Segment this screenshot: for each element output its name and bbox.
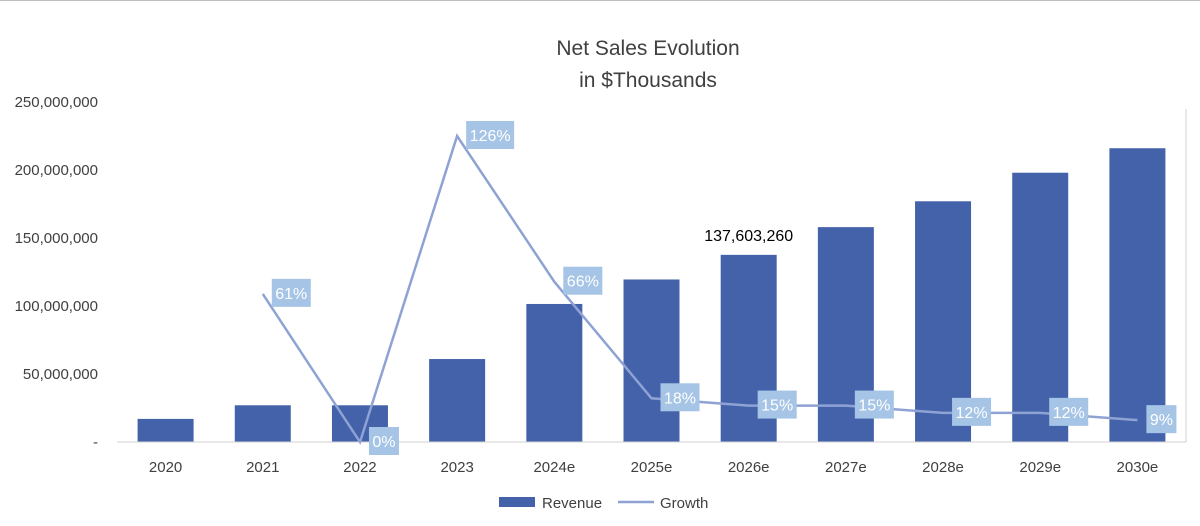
x-tick-label: 2023 <box>440 459 473 476</box>
growth-label-text: 12% <box>1053 405 1085 422</box>
growth-label-bg <box>952 397 992 426</box>
growth-label-bg <box>466 121 515 149</box>
growth-label-text: 12% <box>956 405 988 422</box>
growth-label-box: 12% <box>1049 397 1089 426</box>
y-tick-label: 50,000,000 <box>23 366 98 383</box>
revenue-bars <box>137 148 1166 443</box>
legend-revenue-label: Revenue <box>542 495 602 512</box>
y-tick-label: - <box>93 434 98 451</box>
revenue-bar <box>623 279 680 442</box>
revenue-bar <box>1012 172 1069 442</box>
growth-label-text: 66% <box>567 274 599 291</box>
revenue-bar <box>137 418 194 442</box>
growth-label-text: 61% <box>275 286 307 303</box>
chart-subtitle: in $Thousands <box>579 69 717 92</box>
bar-value-label: 137,603,260 <box>704 228 793 245</box>
growth-line <box>261 133 1138 445</box>
growth-label-box: 61% <box>271 278 311 307</box>
growth-label-box: 66% <box>563 266 603 295</box>
x-tick-label: 2030e <box>1117 459 1159 476</box>
y-tick-label: 200,000,000 <box>15 162 98 179</box>
growth-label-text: 15% <box>858 398 890 415</box>
y-tick-label: 100,000,000 <box>15 298 98 315</box>
value-annotations: 137,603,260 <box>704 228 793 245</box>
legend: Revenue Growth <box>499 495 708 512</box>
revenue-bar <box>429 359 486 442</box>
y-tick-label: 250,000,000 <box>15 94 98 111</box>
x-tick-label: 2028e <box>922 459 964 476</box>
x-tick-label: 2022 <box>343 459 376 476</box>
x-tick-label: 2025e <box>631 459 673 476</box>
x-tick-label: 2029e <box>1019 459 1061 476</box>
revenue-bar <box>234 405 291 442</box>
growth-line-group <box>261 133 1138 445</box>
legend-growth-label: Growth <box>660 495 708 512</box>
x-tick-label: 2027e <box>825 459 867 476</box>
x-tick-label: 2024e <box>533 459 575 476</box>
x-tick-label: 2026e <box>728 459 770 476</box>
x-axis-ticks: 2020 2021 2022 2023 2024e 2025e 2026e 2027e 2028… <box>149 459 1158 476</box>
growth-label-text: 9% <box>1150 412 1173 429</box>
growth-label-text: 0% <box>372 434 395 451</box>
growth-label-bg <box>1049 397 1089 426</box>
growth-label-box: 126% <box>466 121 515 149</box>
growth-label-box: 18% <box>660 383 700 412</box>
growth-labels: 61% 0% 126% 66% 18% 15% 15% 12% 12% 9% <box>271 121 1177 455</box>
growth-label-bg <box>757 390 797 419</box>
y-axis-ticks: - 50,000,000 100,000,000 150,000,000 200,000… <box>15 94 98 451</box>
growth-label-box: 0% <box>368 427 399 455</box>
x-tick-label: 2021 <box>246 459 279 476</box>
y-tick-label: 150,000,000 <box>15 230 98 247</box>
revenue-bar <box>1109 148 1166 443</box>
growth-label-bg <box>854 390 894 419</box>
legend-revenue-swatch <box>499 497 535 507</box>
growth-label-box: 9% <box>1146 405 1177 434</box>
chart-title: Net Sales Evolution <box>556 37 739 60</box>
growth-label-bg <box>563 266 603 295</box>
growth-label-box: 15% <box>854 390 894 419</box>
growth-label-bg <box>368 427 399 455</box>
growth-label-bg <box>1146 405 1177 434</box>
growth-label-box: 15% <box>757 390 797 419</box>
growth-label-text: 126% <box>470 128 511 145</box>
revenue-bar <box>526 303 583 442</box>
growth-label-bg <box>660 383 700 412</box>
growth-label-bg <box>271 278 311 307</box>
growth-label-text: 15% <box>761 398 793 415</box>
x-tick-label: 2020 <box>149 459 182 476</box>
growth-label-text: 18% <box>664 390 696 407</box>
growth-label-box: 12% <box>952 397 992 426</box>
